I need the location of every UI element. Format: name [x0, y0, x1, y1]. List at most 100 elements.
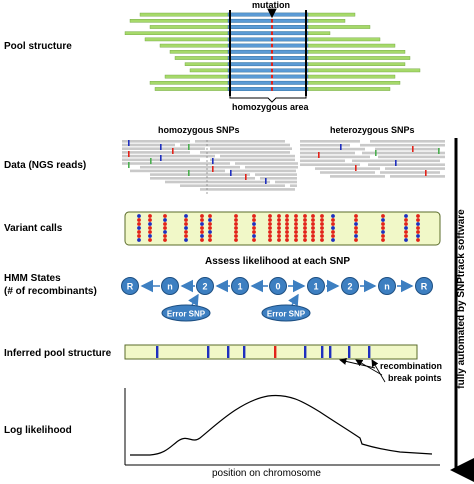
gray-read [320, 171, 375, 174]
variant-dot [148, 230, 152, 234]
variant-dot [184, 214, 188, 218]
variant-dot [252, 234, 256, 238]
variant-dot [331, 238, 335, 242]
green-read [124, 31, 331, 36]
gray-read [368, 163, 445, 166]
gray-read [375, 147, 440, 151]
variant-dot [234, 226, 238, 230]
blue-read [227, 68, 309, 73]
gray-read [260, 177, 297, 180]
variant-dot [285, 234, 289, 238]
variant-dot [311, 230, 315, 234]
gray-read [275, 180, 297, 184]
variant-dot [331, 214, 335, 218]
variant-dot [234, 218, 238, 222]
variant-dot [277, 230, 281, 234]
inferred-mark [274, 346, 277, 358]
variant-dot [184, 234, 188, 238]
variant-dot [416, 238, 420, 242]
inferred-mark [156, 346, 159, 358]
state-node [307, 277, 325, 295]
variant-dot [277, 234, 281, 238]
variant-dot [354, 238, 358, 242]
variant-dot [404, 230, 408, 234]
gray-read [180, 184, 285, 187]
state-label: 1 [237, 282, 242, 292]
inferred-mark [321, 346, 324, 358]
inferred-mark [368, 346, 371, 358]
variant-dot [285, 230, 289, 234]
state-label: n [167, 282, 173, 292]
variant-dot [303, 238, 307, 242]
variant-dot [200, 214, 204, 218]
snp-tick [150, 158, 152, 164]
variant-dot [184, 222, 188, 226]
mutation-mark [271, 19, 273, 23]
snp-tick [230, 170, 232, 176]
variant-dot [404, 234, 408, 238]
variant-dot [200, 230, 204, 234]
snp-tick [245, 174, 247, 180]
gray-read [235, 162, 298, 165]
variant-dot [200, 226, 204, 230]
inferred-mark [243, 346, 246, 358]
variant-dot [148, 218, 152, 222]
mutation-mark [271, 25, 273, 29]
gray-read [122, 143, 175, 147]
blue-read [227, 12, 309, 17]
label-pool-structure: Pool structure [4, 41, 72, 52]
inferred-pool-structure [124, 344, 418, 383]
snp-tick [212, 158, 214, 164]
snp-tick [128, 162, 130, 168]
variant-dot [184, 230, 188, 234]
variant-dot [294, 226, 298, 230]
snp-tick [375, 150, 377, 156]
variant-dot [320, 222, 324, 226]
mutation-label: mutation [252, 0, 290, 10]
gray-read [140, 165, 240, 169]
variant-dot [404, 238, 408, 242]
variant-dot [252, 226, 256, 230]
variant-dot [252, 214, 256, 218]
error-snp-label: Error SNP [267, 310, 306, 319]
blue-read [227, 87, 309, 91]
gray-read [300, 155, 370, 159]
variant-dot [381, 226, 385, 230]
gray-read [200, 151, 290, 154]
snp-tick [318, 152, 320, 158]
variant-dot [234, 234, 238, 238]
state-node [121, 277, 139, 295]
likelihood-curve [130, 394, 433, 456]
snp-tick [212, 166, 214, 172]
gray-read [300, 163, 360, 166]
snp-tick [425, 170, 427, 176]
variant-dot [294, 234, 298, 238]
variant-dot [277, 218, 281, 222]
gray-read [390, 175, 445, 178]
mutation-mark [271, 87, 273, 91]
inferred-mark [304, 346, 307, 358]
variant-dot [184, 226, 188, 230]
variant-dot [294, 238, 298, 242]
gray-read [122, 162, 230, 165]
gray-read [150, 177, 255, 180]
blue-read [227, 80, 309, 85]
variant-dot [320, 230, 324, 234]
variant-dot [294, 214, 298, 218]
gray-read [360, 143, 445, 147]
variant-dot [252, 230, 256, 234]
variant-dot [148, 234, 152, 238]
variant-dot [148, 226, 152, 230]
state-label: 0 [275, 282, 280, 292]
variant-dot [294, 222, 298, 226]
snp-tick [160, 144, 162, 150]
variant-dot [320, 226, 324, 230]
snp-tick [172, 148, 174, 154]
gray-read [122, 140, 190, 143]
variant-dot [208, 218, 212, 222]
label-hmm-states: HMM States [4, 273, 61, 284]
variant-dot [200, 218, 204, 222]
variant-dot [234, 230, 238, 234]
variant-dot [208, 234, 212, 238]
variant-dot [354, 226, 358, 230]
